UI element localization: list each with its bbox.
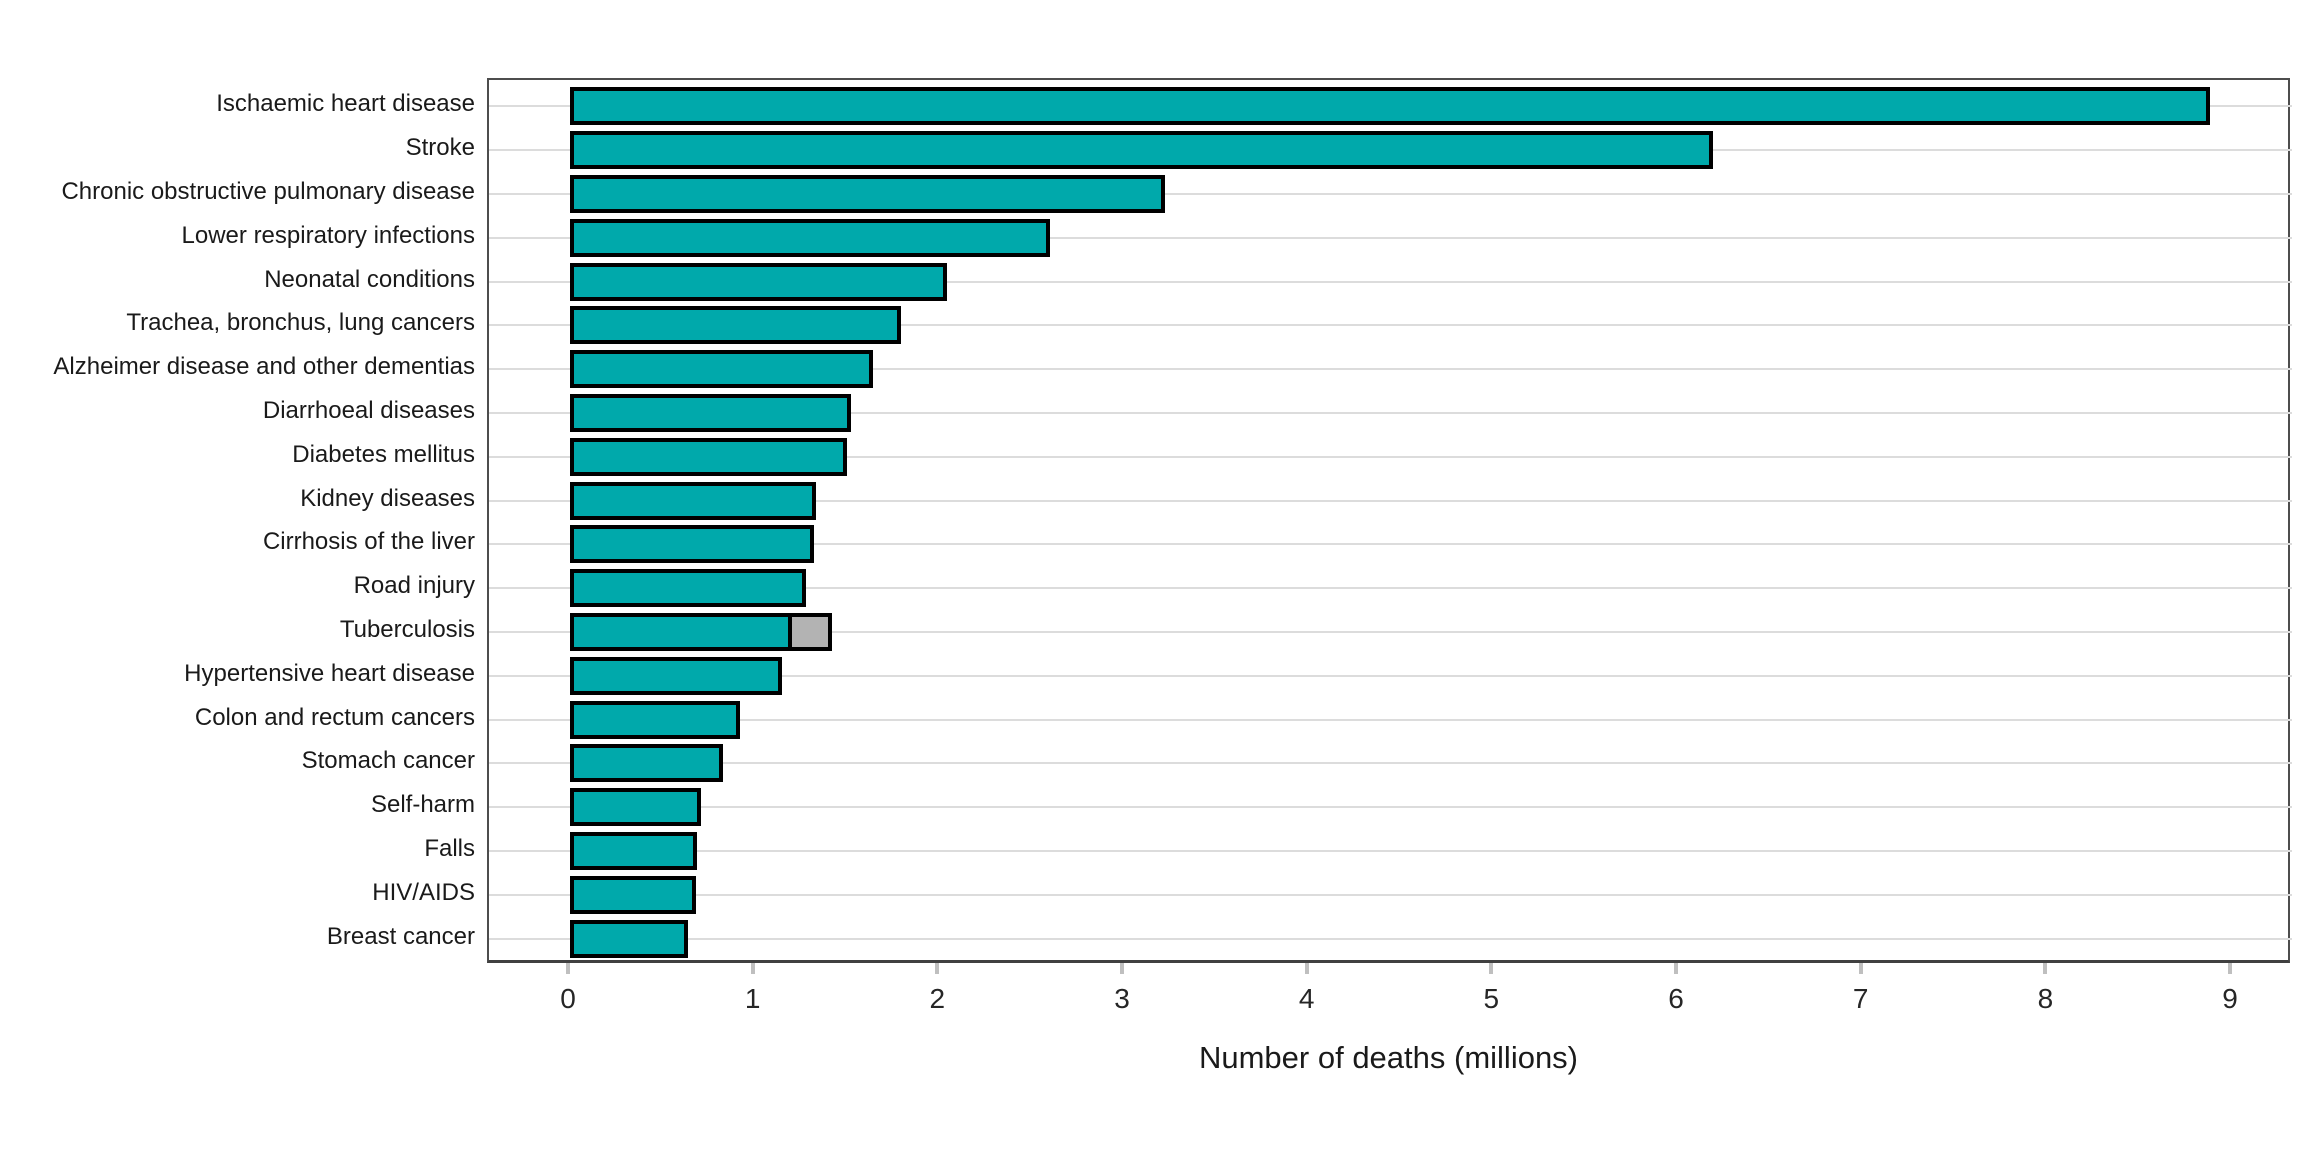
gridline xyxy=(489,192,2292,195)
gridline xyxy=(489,762,2292,765)
gridline xyxy=(489,674,2292,677)
gridline xyxy=(489,411,2292,414)
gridline xyxy=(489,236,2292,239)
category-label-breast-cancer: Breast cancer xyxy=(326,922,475,950)
category-label-lower-respiratory-infections: Lower respiratory infections xyxy=(181,221,475,249)
gridline xyxy=(489,324,2292,327)
category-label-falls: Falls xyxy=(424,835,475,863)
x-tick-mark xyxy=(1858,963,1863,974)
plot-area xyxy=(487,78,2292,963)
bar-breast-cancer xyxy=(570,919,689,958)
bar-ischaemic-heart-disease xyxy=(570,87,2210,126)
category-label-neonatal-conditions: Neonatal conditions xyxy=(264,265,475,293)
bar-chronic-obstructive-pulmonary-disease xyxy=(570,174,1165,213)
bar-trachea-bronchus-lung-cancers xyxy=(570,306,901,345)
bar-falls xyxy=(570,832,698,871)
x-tick-mark xyxy=(750,963,755,974)
gridline xyxy=(489,850,2292,853)
gridline xyxy=(489,587,2292,590)
bar-cirrhosis-of-the-liver xyxy=(570,525,814,564)
x-tick-mark xyxy=(1674,963,1679,974)
gridline xyxy=(489,806,2292,809)
gridline xyxy=(489,280,2292,283)
x-tick-mark xyxy=(935,963,940,974)
category-label-tuberculosis: Tuberculosis xyxy=(339,616,475,644)
x-tick-label: 5 xyxy=(1483,983,1500,1014)
category-label-alzheimer-disease-and-other-dementias: Alzheimer disease and other dementias xyxy=(53,353,475,381)
category-label-trachea-bronchus-lung-cancers: Trachea, bronchus, lung cancers xyxy=(126,309,475,337)
category-label-diabetes-mellitus: Diabetes mellitus xyxy=(292,440,475,468)
x-tick-label: 1 xyxy=(744,983,761,1014)
category-label-colon-and-rectum-cancers: Colon and rectum cancers xyxy=(194,703,475,731)
category-label-kidney-diseases: Kidney diseases xyxy=(300,484,475,512)
bar-diabetes-mellitus xyxy=(570,437,847,476)
gridline xyxy=(489,368,2292,371)
bar-road-injury xyxy=(570,569,807,608)
gridline xyxy=(489,718,2292,721)
x-axis-title: Number of deaths (millions) xyxy=(1198,1040,1579,1075)
x-tick-mark xyxy=(566,963,570,974)
bar-stomach-cancer xyxy=(570,744,724,783)
category-label-cirrhosis-of-the-liver: Cirrhosis of the liver xyxy=(262,528,475,556)
x-tick-label: 0 xyxy=(560,983,576,1014)
x-tick-label: 4 xyxy=(1298,983,1315,1014)
x-tick-mark xyxy=(1489,963,1494,974)
bar-self-harm xyxy=(570,788,702,827)
x-tick-mark xyxy=(1120,963,1124,974)
bar-alzheimer-disease-and-other-dementias xyxy=(570,350,873,389)
x-tick-label: 9 xyxy=(2222,983,2238,1014)
bar-lower-respiratory-infections xyxy=(570,218,1051,257)
gridline xyxy=(489,455,2292,458)
bar-diarrhoeal-diseases xyxy=(570,393,851,432)
bar-hiv-aids xyxy=(570,875,696,914)
category-label-stomach-cancer: Stomach cancer xyxy=(301,747,475,775)
x-tick-mark xyxy=(2228,963,2233,974)
category-label-hiv-aids: HIV/AIDS xyxy=(372,878,475,906)
x-tick-label: 8 xyxy=(2037,983,2054,1014)
gridline xyxy=(489,937,2292,940)
x-tick-label: 6 xyxy=(1668,983,1684,1014)
gridline xyxy=(489,543,2292,546)
x-tick-label: 3 xyxy=(1114,983,1130,1014)
x-tick-label: 2 xyxy=(929,983,946,1014)
bar-stroke xyxy=(570,131,1714,170)
category-label-ischaemic-heart-disease: Ischaemic heart disease xyxy=(216,90,475,118)
category-label-road-injury: Road injury xyxy=(353,572,475,600)
category-label-stroke: Stroke xyxy=(405,134,475,162)
bar-colon-and-rectum-cancers xyxy=(570,700,740,739)
x-tick-label: 7 xyxy=(1852,983,1869,1014)
category-label-self-harm: Self-harm xyxy=(370,791,475,819)
category-label-diarrhoeal-diseases: Diarrhoeal diseases xyxy=(262,396,475,424)
gridline xyxy=(489,893,2292,896)
category-label-hypertensive-heart-disease: Hypertensive heart disease xyxy=(184,659,475,687)
gridline xyxy=(489,631,2292,634)
gridline xyxy=(489,499,2292,502)
bar-hypertensive-heart-disease xyxy=(570,656,783,695)
bar-tuberculosis xyxy=(570,613,792,652)
bar-segment-tuberculosis-extra xyxy=(787,613,833,652)
bar-neonatal-conditions xyxy=(570,262,947,301)
bar-kidney-diseases xyxy=(570,481,816,520)
x-tick-mark xyxy=(2043,963,2048,974)
category-label-chronic-obstructive-pulmonary-disease: Chronic obstructive pulmonary disease xyxy=(61,177,475,205)
x-tick-mark xyxy=(1304,963,1309,974)
